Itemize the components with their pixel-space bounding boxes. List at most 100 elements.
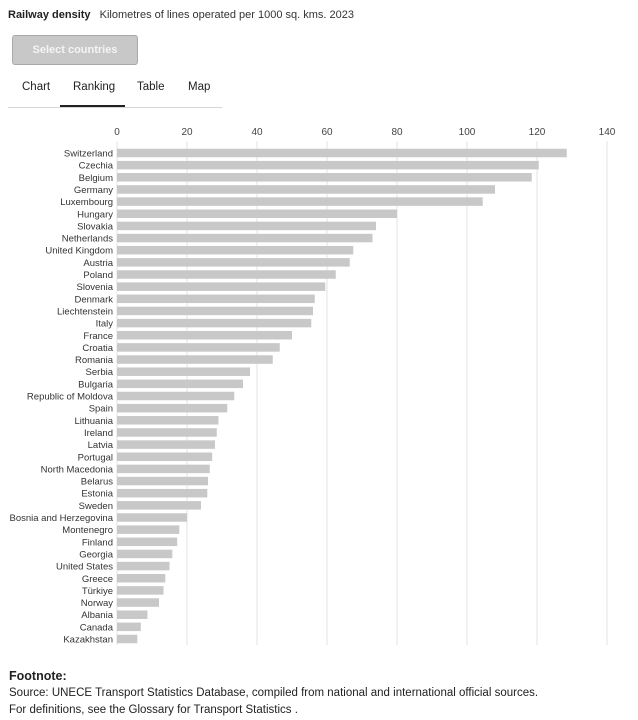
category-label: Albania xyxy=(81,610,113,621)
bar xyxy=(117,586,164,595)
tab-map[interactable]: Map xyxy=(188,81,211,93)
bar xyxy=(117,379,243,389)
bar xyxy=(117,355,273,364)
x-tick-label: 0 xyxy=(114,127,120,138)
category-label: Portugal xyxy=(78,452,113,463)
chart-subtitle: Kilometres of lines operated per 1000 sq… xyxy=(99,9,354,21)
bar xyxy=(117,464,210,474)
category-label: Spain xyxy=(89,404,113,415)
bar xyxy=(117,148,567,158)
bar xyxy=(117,622,141,632)
bar xyxy=(117,343,280,352)
x-tick-label: 80 xyxy=(391,127,403,138)
ranking-bar-chart: 0 20 40 60 80 100 120 140 SwitzerlandCzechiaBelg… xyxy=(9,127,616,646)
category-label: Bulgaria xyxy=(78,379,114,390)
category-label: Montenegro xyxy=(62,525,113,536)
category-label: Finland xyxy=(82,537,113,548)
category-label: France xyxy=(83,331,113,342)
category-label: Italy xyxy=(96,319,114,330)
category-label: Poland xyxy=(83,270,113,281)
tab-table[interactable]: Table xyxy=(137,81,165,93)
footnote: Footnote: Source: UNECE Transport Statis… xyxy=(9,668,538,719)
bar xyxy=(117,160,539,170)
x-tick-label: 100 xyxy=(459,127,476,138)
bar xyxy=(117,318,312,328)
category-label: Estonia xyxy=(81,489,113,500)
footnote-definitions: For definitions, see the Glossary for Tr… xyxy=(9,704,298,716)
bar xyxy=(117,574,166,583)
bar xyxy=(117,209,397,218)
bar xyxy=(117,610,148,619)
bar xyxy=(117,173,532,182)
category-label: Hungary xyxy=(77,209,113,220)
bar xyxy=(117,270,336,279)
category-label: Belarus xyxy=(81,477,113,488)
bar xyxy=(117,501,201,510)
footnote-title: Footnote: xyxy=(9,669,67,683)
category-label: Germany xyxy=(74,185,113,196)
tab-ranking[interactable]: Ranking xyxy=(73,81,116,93)
bar xyxy=(117,476,208,486)
category-label: Netherlands xyxy=(62,234,113,245)
bar xyxy=(117,598,159,607)
chart-header: Railway density Kilometres of lines oper… xyxy=(8,9,354,21)
bar xyxy=(117,391,235,401)
active-tab-indicator xyxy=(60,105,125,107)
category-label: Luxembourg xyxy=(60,197,113,208)
x-tick-label: 120 xyxy=(529,127,546,138)
bar xyxy=(117,221,376,231)
bar xyxy=(117,634,138,644)
bar xyxy=(117,294,315,304)
bar xyxy=(117,561,170,571)
category-label: United States xyxy=(56,562,113,573)
category-label: Canada xyxy=(80,622,114,633)
bar xyxy=(117,245,354,255)
bar xyxy=(117,488,208,498)
category-label: Greece xyxy=(82,574,113,585)
bar xyxy=(117,549,173,559)
bar xyxy=(117,428,217,437)
category-label: Liechtenstein xyxy=(57,306,113,317)
category-label: Romania xyxy=(75,355,114,366)
bar xyxy=(117,416,219,425)
bar xyxy=(117,525,180,534)
category-label: Slovenia xyxy=(77,282,114,293)
category-label: Latvia xyxy=(88,440,114,451)
bar xyxy=(117,306,313,316)
category-label: Kazakhstan xyxy=(63,635,113,646)
category-label: North Macedonia xyxy=(41,464,114,475)
view-tabs: Chart Ranking Table Map xyxy=(8,74,222,108)
category-label: Slovakia xyxy=(77,221,114,232)
category-label: Serbia xyxy=(86,367,114,378)
category-label: Bosnia and Herzegovina xyxy=(9,513,113,524)
x-tick-label: 60 xyxy=(321,127,333,138)
category-label: Belgium xyxy=(79,173,113,184)
category-label: Georgia xyxy=(79,549,114,560)
footnote-source: Source: UNECE Transport Statistics Datab… xyxy=(9,687,539,699)
category-label: Austria xyxy=(83,258,113,269)
bar xyxy=(117,367,250,376)
category-label: Lithuania xyxy=(74,416,113,427)
bar xyxy=(117,185,495,194)
bar xyxy=(117,233,373,243)
category-label: Türkiye xyxy=(82,586,113,597)
x-tick-label: 40 xyxy=(251,127,263,138)
bar xyxy=(117,452,213,461)
category-label: United Kingdom xyxy=(45,246,113,257)
category-label: Czechia xyxy=(79,161,114,172)
category-label: Ireland xyxy=(84,428,113,439)
category-label: Denmark xyxy=(74,294,113,305)
bar xyxy=(117,197,483,206)
x-tick-label: 140 xyxy=(599,127,616,138)
category-label: Republic of Moldova xyxy=(27,392,114,403)
select-countries-button[interactable]: Select countries xyxy=(12,35,138,65)
bar xyxy=(117,282,326,291)
category-label: Croatia xyxy=(82,343,113,354)
chart-title: Railway density xyxy=(8,9,91,21)
bar xyxy=(117,331,292,340)
category-label: Switzerland xyxy=(64,149,113,160)
bar xyxy=(117,513,187,522)
category-label: Norway xyxy=(81,598,113,609)
tab-chart[interactable]: Chart xyxy=(22,81,51,93)
x-tick-label: 20 xyxy=(181,127,193,138)
